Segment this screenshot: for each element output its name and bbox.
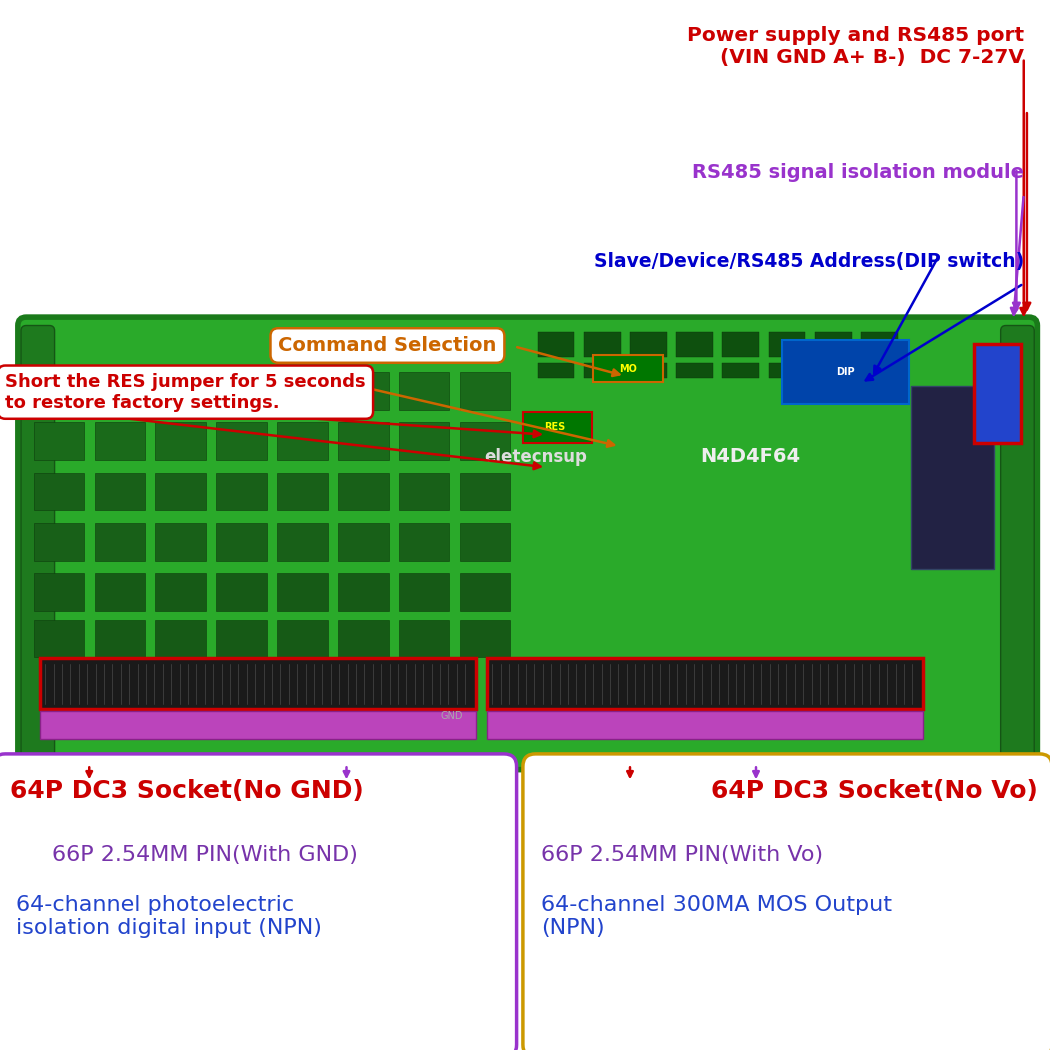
FancyBboxPatch shape [21, 326, 55, 761]
FancyBboxPatch shape [94, 422, 145, 460]
Text: 64-channel photoelectric
isolation digital input (NPN): 64-channel photoelectric isolation digit… [16, 895, 321, 938]
FancyBboxPatch shape [861, 332, 898, 357]
FancyBboxPatch shape [676, 332, 713, 357]
FancyBboxPatch shape [815, 363, 852, 378]
FancyBboxPatch shape [911, 386, 994, 569]
FancyBboxPatch shape [34, 472, 84, 510]
FancyBboxPatch shape [460, 620, 510, 657]
FancyBboxPatch shape [338, 472, 388, 510]
FancyBboxPatch shape [630, 363, 667, 378]
Text: 64P DC3 Socket(No Vo): 64P DC3 Socket(No Vo) [711, 779, 1037, 803]
FancyBboxPatch shape [460, 573, 510, 611]
FancyBboxPatch shape [277, 523, 328, 561]
FancyBboxPatch shape [861, 363, 898, 378]
Text: Power supply and RS485 port
(VIN GND A+ B-)  DC 7-27V: Power supply and RS485 port (VIN GND A+ … [687, 26, 1024, 67]
FancyBboxPatch shape [216, 422, 267, 460]
FancyBboxPatch shape [399, 620, 449, 657]
FancyBboxPatch shape [338, 523, 388, 561]
Text: GND: GND [440, 711, 463, 721]
FancyBboxPatch shape [155, 620, 206, 657]
FancyBboxPatch shape [399, 573, 449, 611]
Text: Command Selection: Command Selection [278, 336, 497, 355]
FancyBboxPatch shape [18, 317, 1037, 770]
FancyBboxPatch shape [216, 472, 267, 510]
FancyBboxPatch shape [538, 332, 574, 357]
FancyBboxPatch shape [338, 573, 388, 611]
FancyBboxPatch shape [769, 363, 805, 378]
Text: MO: MO [618, 363, 637, 374]
FancyBboxPatch shape [216, 573, 267, 611]
FancyBboxPatch shape [155, 523, 206, 561]
Text: 64-channel 300MA MOS Output
(NPN): 64-channel 300MA MOS Output (NPN) [541, 895, 891, 938]
FancyBboxPatch shape [593, 355, 663, 382]
Text: RS485 signal isolation module: RS485 signal isolation module [692, 163, 1024, 182]
FancyBboxPatch shape [216, 523, 267, 561]
Text: N4D4F64: N4D4F64 [700, 447, 801, 466]
FancyBboxPatch shape [40, 658, 476, 709]
FancyBboxPatch shape [216, 620, 267, 657]
FancyBboxPatch shape [94, 372, 145, 410]
FancyBboxPatch shape [277, 472, 328, 510]
FancyBboxPatch shape [630, 332, 667, 357]
FancyBboxPatch shape [338, 372, 388, 410]
FancyBboxPatch shape [34, 573, 84, 611]
FancyBboxPatch shape [1001, 326, 1034, 761]
FancyBboxPatch shape [277, 573, 328, 611]
FancyBboxPatch shape [523, 754, 1050, 1050]
FancyBboxPatch shape [460, 422, 510, 460]
FancyBboxPatch shape [399, 422, 449, 460]
Text: 66P 2.54MM PIN(With GND): 66P 2.54MM PIN(With GND) [52, 845, 358, 865]
FancyBboxPatch shape [782, 340, 909, 404]
FancyBboxPatch shape [277, 422, 328, 460]
FancyBboxPatch shape [584, 332, 621, 357]
FancyBboxPatch shape [974, 344, 1021, 443]
Text: 66P 2.54MM PIN(With Vo): 66P 2.54MM PIN(With Vo) [541, 845, 823, 865]
FancyBboxPatch shape [487, 658, 923, 709]
FancyBboxPatch shape [460, 372, 510, 410]
FancyBboxPatch shape [676, 363, 713, 378]
FancyBboxPatch shape [34, 372, 84, 410]
FancyBboxPatch shape [94, 472, 145, 510]
FancyBboxPatch shape [538, 363, 574, 378]
FancyBboxPatch shape [34, 422, 84, 460]
FancyBboxPatch shape [34, 620, 84, 657]
FancyBboxPatch shape [155, 573, 206, 611]
FancyBboxPatch shape [460, 472, 510, 510]
FancyBboxPatch shape [338, 620, 388, 657]
Text: 64P DC3 Socket(No GND): 64P DC3 Socket(No GND) [10, 779, 364, 803]
FancyBboxPatch shape [722, 363, 759, 378]
FancyBboxPatch shape [40, 711, 476, 739]
FancyBboxPatch shape [155, 372, 206, 410]
FancyBboxPatch shape [722, 332, 759, 357]
FancyBboxPatch shape [277, 620, 328, 657]
FancyBboxPatch shape [487, 711, 923, 739]
FancyBboxPatch shape [523, 412, 592, 443]
FancyBboxPatch shape [460, 523, 510, 561]
FancyBboxPatch shape [399, 523, 449, 561]
FancyBboxPatch shape [769, 332, 805, 357]
FancyBboxPatch shape [584, 363, 621, 378]
Text: eletecnsup: eletecnsup [484, 447, 587, 466]
FancyBboxPatch shape [277, 372, 328, 410]
FancyBboxPatch shape [0, 754, 517, 1050]
Text: DIP: DIP [837, 368, 855, 377]
FancyBboxPatch shape [399, 372, 449, 410]
FancyBboxPatch shape [399, 472, 449, 510]
FancyBboxPatch shape [94, 523, 145, 561]
FancyBboxPatch shape [815, 332, 852, 357]
FancyBboxPatch shape [155, 422, 206, 460]
FancyBboxPatch shape [338, 422, 388, 460]
FancyBboxPatch shape [34, 523, 84, 561]
FancyBboxPatch shape [216, 372, 267, 410]
FancyBboxPatch shape [155, 472, 206, 510]
Text: Short the RES jumper for 5 seconds
to restore factory settings.: Short the RES jumper for 5 seconds to re… [5, 373, 365, 412]
Text: RES: RES [544, 422, 565, 433]
FancyBboxPatch shape [94, 620, 145, 657]
FancyBboxPatch shape [94, 573, 145, 611]
Text: Slave/Device/RS485 Address(DIP switch): Slave/Device/RS485 Address(DIP switch) [593, 252, 1024, 271]
